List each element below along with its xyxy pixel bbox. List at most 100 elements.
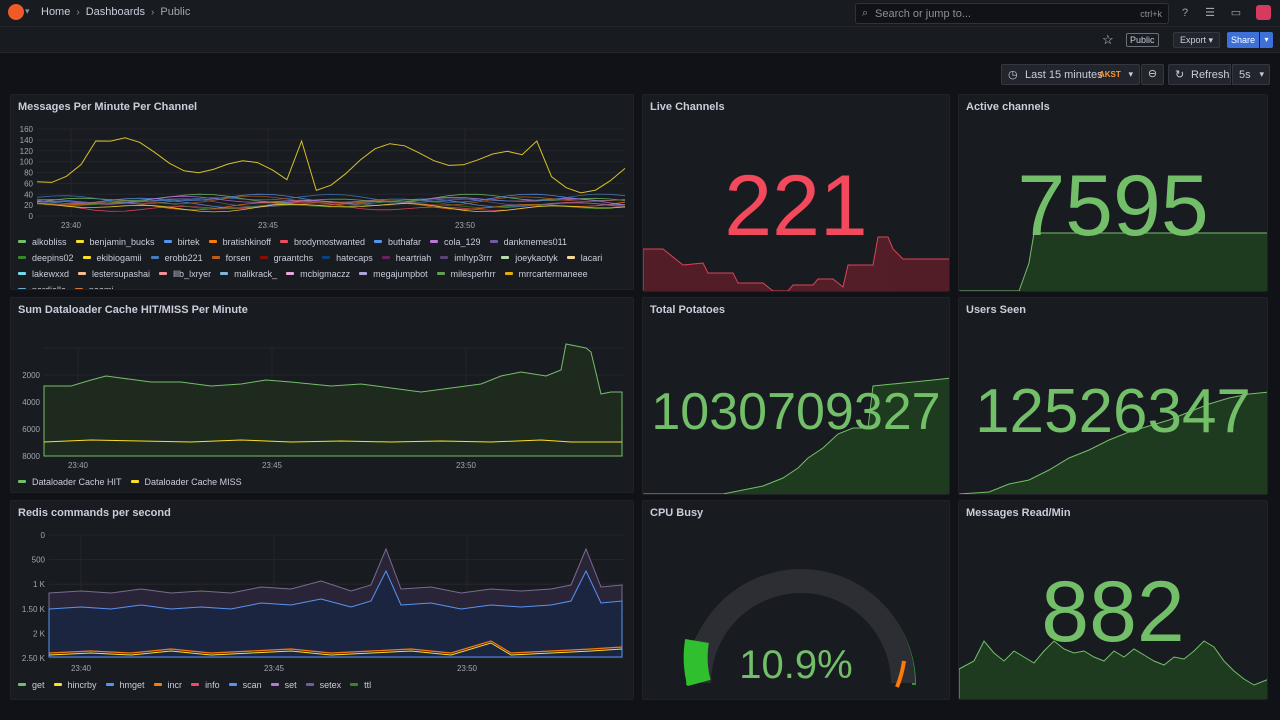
redis-chart: 0 500 1 K 1.50 K 2 K 2.50 K 23:40 23:45 23:50: [22, 531, 625, 673]
refresh-button[interactable]: ↻ Refresh: [1168, 64, 1231, 85]
legend-swatch: [436, 272, 445, 275]
breadcrumb-home[interactable]: Home: [41, 6, 71, 18]
series-line: [36, 202, 626, 213]
legend-item[interactable]: lacari: [566, 251, 602, 264]
help-icon[interactable]: ?: [1181, 7, 1189, 19]
legend-item[interactable]: scan: [228, 678, 262, 691]
panel-dataloader-cache[interactable]: Sum Dataloader Cache HIT/MISS Per Minute…: [10, 297, 634, 493]
star-icon[interactable]: ☆: [1102, 32, 1114, 47]
x-tick-label: 23:50: [455, 221, 476, 230]
legend-label: imhyp3rrr: [454, 252, 493, 263]
search-input[interactable]: ⌕ Search or jump to... ctrl+k: [855, 3, 1169, 24]
legend-item[interactable]: mcbigmaczz: [286, 267, 350, 280]
avatar[interactable]: [1256, 5, 1271, 20]
legend-item[interactable]: benjamin_bucks: [75, 235, 155, 248]
y-tick-label: 8000: [22, 452, 40, 461]
legend-item[interactable]: malikrack_: [220, 267, 277, 280]
series-line: [36, 193, 626, 203]
total-potatoes-sparkline: [643, 377, 949, 494]
zoom-out-icon: ⊖: [1147, 68, 1158, 80]
panel-messages-read[interactable]: Messages Read/Min 882: [958, 500, 1268, 700]
panel-messages-per-minute[interactable]: Messages Per Minute Per Channel 0 20 40 60 8…: [10, 94, 634, 290]
legend-item[interactable]: set: [270, 678, 297, 691]
legend-item[interactable]: mrrcartermaneee: [504, 267, 588, 280]
legend-item[interactable]: hincrby: [53, 678, 97, 691]
timezone-label: AKST: [1099, 70, 1121, 79]
legend-item[interactable]: megajumpbot: [359, 267, 428, 280]
legend-label: noemi: [89, 284, 114, 290]
legend-item[interactable]: ttl: [350, 678, 371, 691]
legend-item[interactable]: lakewxxd: [18, 267, 69, 280]
time-range-picker[interactable]: ◷ Last 15 minutes AKST ▾: [1001, 64, 1140, 85]
y-tick-label: 160: [20, 125, 34, 134]
zoom-out-button[interactable]: ⊖: [1141, 64, 1164, 85]
panel-cpu-busy[interactable]: CPU Busy 10.9%: [642, 500, 950, 700]
legend-label: forsen: [225, 252, 251, 263]
legend-swatch: [163, 240, 172, 243]
legend-item[interactable]: milesperhrr: [436, 267, 496, 280]
legend-label: hincrby: [67, 679, 97, 690]
legend-item[interactable]: hmget: [105, 678, 145, 691]
users-seen-sparkline: [959, 391, 1267, 494]
y-tick-label: 0: [29, 212, 34, 221]
share-chevron-down-icon[interactable]: ▾: [1260, 32, 1273, 48]
x-tick-label: 23:45: [258, 221, 279, 230]
legend-item[interactable]: heartriah: [381, 251, 432, 264]
legend-label: heartriah: [395, 252, 432, 263]
panel-total-potatoes[interactable]: Total Potatoes 1030709327: [642, 297, 950, 495]
legend-item[interactable]: imhyp3rrr: [440, 251, 492, 264]
legend-swatch: [159, 272, 168, 275]
legend-item[interactable]: buthafar: [374, 235, 421, 248]
legend-item[interactable]: cola_129: [430, 235, 481, 248]
legend-item[interactable]: birtek: [163, 235, 200, 248]
search-icon: ⌕: [862, 7, 869, 19]
share-button[interactable]: Share: [1227, 32, 1259, 48]
legend-label: Dataloader Cache MISS: [144, 476, 242, 487]
breadcrumb: Home › Dashboards › Public: [41, 6, 190, 18]
chevron-down-icon[interactable]: ▾: [25, 6, 30, 16]
legend-item[interactable]: get: [18, 678, 45, 691]
legend-item[interactable]: nerdiella: [18, 283, 66, 289]
legend-swatch: [322, 256, 331, 259]
legend-item[interactable]: hatecaps: [322, 251, 373, 264]
legend-item[interactable]: Dataloader Cache MISS: [130, 475, 242, 488]
legend-item[interactable]: setex: [305, 678, 341, 691]
legend-item[interactable]: incr: [153, 678, 182, 691]
export-button[interactable]: Export ▾: [1173, 32, 1220, 48]
legend-item[interactable]: forsen: [211, 251, 251, 264]
stat-value: 12526347: [975, 377, 1251, 446]
legend-label: ttl: [364, 679, 372, 690]
legend-swatch: [504, 272, 513, 275]
y-tick-label: 140: [20, 136, 34, 145]
legend-item[interactable]: alkobliss: [18, 235, 67, 248]
legend-item[interactable]: ekibiogamii: [82, 251, 142, 264]
legend-swatch: [566, 256, 575, 259]
refresh-interval-picker[interactable]: 5s ▾: [1232, 64, 1270, 85]
news-rss-icon[interactable]: ☰: [1205, 7, 1215, 19]
legend-item[interactable]: graantchs: [259, 251, 313, 264]
legend-label: megajumpbot: [373, 268, 428, 279]
y-tick-label: 2.50 K: [22, 654, 46, 663]
grafana-logo-icon[interactable]: [8, 4, 24, 20]
legend-item[interactable]: dankmemes011: [489, 235, 567, 248]
panel-active-channels[interactable]: Active channels 7595: [958, 94, 1268, 292]
legend-item[interactable]: noemi: [75, 283, 114, 290]
chart-legend: alkobliss benjamin_bucks birtek bratishkino…: [18, 235, 628, 290]
breadcrumb-dashboards[interactable]: Dashboards: [85, 6, 146, 18]
legend-item[interactable]: info: [191, 678, 220, 691]
x-tick-label: 23:40: [68, 461, 89, 470]
legend-swatch: [374, 240, 382, 243]
panel-redis-commands[interactable]: Redis commands per second 0 500 1 K 1.50 K 2…: [10, 500, 634, 700]
kiosk-mode-icon[interactable]: ▭: [1230, 7, 1242, 19]
legend-swatch: [75, 240, 84, 243]
legend-item[interactable]: joeykaotyk: [501, 251, 558, 264]
panel-users-seen[interactable]: Users Seen 12526347: [958, 297, 1268, 495]
legend-item[interactable]: lllb_lxryer: [159, 267, 211, 280]
legend-item[interactable]: Dataloader Cache HIT: [18, 475, 122, 488]
legend-item[interactable]: deepins02: [18, 251, 74, 264]
legend-item[interactable]: bratishkinoff: [208, 235, 271, 248]
panel-live-channels[interactable]: Live Channels 221: [642, 94, 950, 292]
legend-item[interactable]: erobb221: [150, 251, 203, 264]
legend-item[interactable]: lestersupashai: [78, 267, 150, 280]
legend-item[interactable]: brodymostwanted: [279, 235, 365, 248]
